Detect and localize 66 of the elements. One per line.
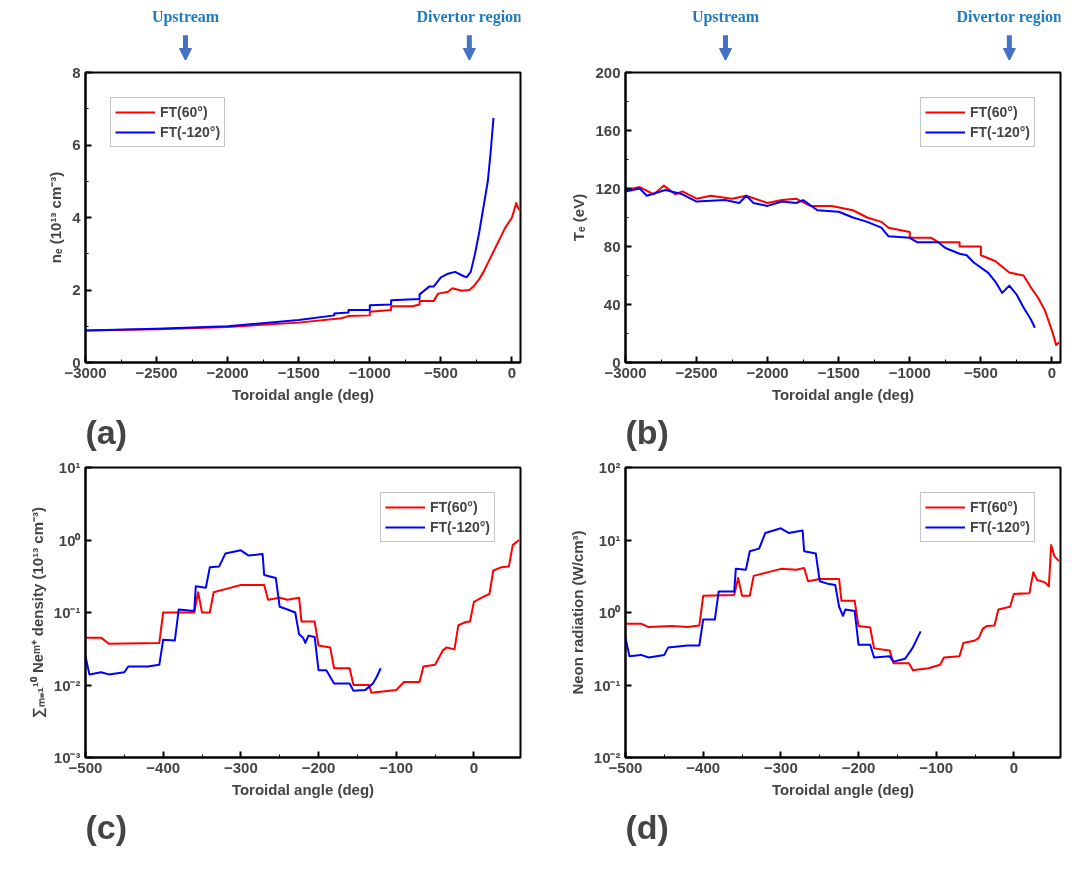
y-tick-label: 10⁰ (58, 531, 82, 549)
text: (d) (625, 807, 669, 846)
line-series (85, 549, 382, 692)
x-tick-label: 0 (507, 363, 517, 381)
x-axis-title: Toroidal angle (deg) (231, 385, 375, 403)
y-tick-label: 10⁰ (598, 604, 622, 621)
legend-label: FT(60°) (160, 104, 208, 120)
y-tick-label: 160 (595, 121, 621, 139)
y-axis-title: Neon radiation (W/cm³) (568, 530, 586, 695)
y-tick-label: 10⁻² (53, 676, 81, 694)
x-tick-label: −2500 (135, 363, 178, 381)
x-tick-label: 0 (469, 758, 479, 776)
y-tick-label: 8 (72, 63, 81, 81)
legend-label: FT(-120°) (969, 519, 1030, 535)
legend-label: FT(-120°) (969, 124, 1030, 140)
y-axis-title: Tₑ (eV) (570, 193, 588, 242)
y-tick-label: 80 (603, 237, 621, 255)
y-tick-label: 120 (595, 179, 621, 197)
x-tick-label: −400 (146, 758, 181, 776)
x-tick-label: −1500 (817, 363, 860, 381)
x-tick-label: −1500 (277, 363, 320, 381)
y-tick-label: 200 (595, 63, 621, 81)
y-tick-label: 10⁻¹ (53, 604, 81, 621)
y-tick-label: 10² (598, 459, 621, 476)
x-tick-label: −100 (379, 758, 414, 776)
text: Upstream (151, 7, 220, 26)
x-tick-label: −400 (686, 758, 721, 776)
legend-label: FT(60°) (969, 499, 1018, 515)
y-tick-label: 10⁻¹ (593, 676, 621, 694)
x-tick-label: −2000 (206, 363, 249, 381)
x-tick-label: −1000 (888, 363, 931, 381)
x-tick-label: −2500 (675, 363, 718, 381)
text: (b) (625, 412, 669, 451)
line-series (625, 187, 1036, 329)
x-tick-label: −500 (424, 363, 458, 381)
text: Upstream (691, 7, 760, 26)
legend-label: FT(60°) (429, 499, 478, 515)
y-tick-label: 40 (603, 295, 621, 313)
x-tick-label: −200 (301, 758, 336, 776)
x-tick-label: −100 (919, 758, 954, 776)
y-tick-label: 10¹ (598, 531, 621, 549)
x-tick-label: 0 (1009, 758, 1019, 776)
x-tick-label: −200 (841, 758, 876, 776)
x-tick-label: −1000 (348, 363, 391, 381)
x-tick-label: −300 (223, 758, 258, 776)
x-tick-label: −2000 (746, 363, 789, 381)
x-axis-title: Toroidal angle (deg) (231, 780, 375, 798)
legend-label: FT(-120°) (160, 124, 221, 140)
x-tick-label: −300 (763, 758, 798, 776)
text: (c) (85, 807, 128, 846)
legend-label: FT(-120°) (429, 519, 490, 535)
text: (a) (85, 412, 128, 451)
y-tick-label: 6 (72, 136, 81, 153)
y-tick-label: 4 (72, 208, 82, 226)
legend-label: FT(60°) (969, 104, 1018, 120)
x-axis-title: Toroidal angle (deg) (771, 385, 915, 403)
x-axis-title: Toroidal angle (deg) (771, 780, 915, 798)
x-tick-label: −500 (964, 363, 998, 381)
y-tick-label: 2 (72, 281, 81, 298)
line-series (85, 539, 520, 694)
line-series (625, 527, 922, 663)
y-tick-label: 10¹ (58, 459, 81, 476)
line-series (625, 544, 1060, 672)
y-axis-title: nₑ (10¹³ cm⁻³) (47, 171, 65, 264)
x-tick-label: 0 (1047, 363, 1057, 381)
y-axis-title: ∑ₘ₌₁¹⁰ Neᵐ⁺ density (10¹³ cm⁻³) (28, 506, 47, 719)
